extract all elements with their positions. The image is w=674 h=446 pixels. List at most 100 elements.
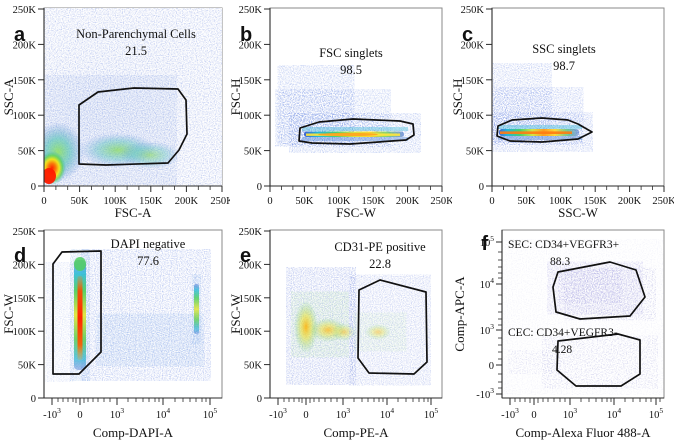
x-minor-ticks-b xyxy=(281,186,431,190)
gate-polygon-cec-f xyxy=(556,333,641,387)
y-minor-ticks-f xyxy=(498,251,502,389)
y-tick-label: 200K xyxy=(461,40,485,51)
x-axis-title-b: FSC-W xyxy=(336,205,376,220)
y-tick-labels-b: 250K 200K 150K 100K 50K 0 xyxy=(239,5,263,193)
gate-polygon-a xyxy=(78,87,188,166)
y-tick-label: 50K xyxy=(244,147,263,158)
y-tick-label: 200K xyxy=(239,40,263,51)
x-minor-ticks-d xyxy=(57,398,207,403)
y-tick-label: 250K xyxy=(239,227,263,238)
x-tick-label: 0 xyxy=(267,196,272,207)
x-tick-labels-c: 0 50K 100K 150K 200K 250K xyxy=(489,196,674,207)
y-ticks-b xyxy=(264,8,270,187)
scatter-data-f xyxy=(510,252,660,384)
x-tick-label: -103 xyxy=(269,406,287,421)
x-tick-label: -103 xyxy=(43,406,61,421)
panel-c: 250K 200K 150K 100K 50K 0 SSC-H xyxy=(450,0,674,220)
y-tick-label: 104 xyxy=(480,276,495,291)
gate-label-c: SSC singlets xyxy=(532,42,596,56)
x-tick-labels-b: 0 50K 100K 150K 200K 250K xyxy=(267,196,452,207)
y-tick-labels-f: 105 104 103 0 -103 xyxy=(476,234,494,401)
x-ticks-e xyxy=(277,398,432,405)
x-tick-label: 0 xyxy=(531,410,536,421)
y-tick-label: 0 xyxy=(257,182,262,193)
gate-label-cec-f: CEC: CD34+VEGFR3- xyxy=(508,327,618,339)
x-tick-label: 104 xyxy=(607,406,622,421)
y-tick-label: 103 xyxy=(480,322,495,337)
y-tick-labels-c: 250K 200K 150K 100K 50K 0 xyxy=(461,5,485,193)
y-tick-label: 0 xyxy=(489,361,494,372)
y-tick-label: 250K xyxy=(239,5,263,16)
x-ticks-c xyxy=(491,186,665,192)
gate-polygon-c xyxy=(496,117,593,143)
y-tick-label: 150K xyxy=(239,76,263,87)
y-ticks-c xyxy=(486,8,492,187)
gate-percent-c: 98.7 xyxy=(553,59,575,73)
panel-f: 105 104 103 0 -103 Comp-APC-A xyxy=(450,222,674,446)
x-tick-labels-d: -103 0 103 104 105 xyxy=(43,406,217,421)
gate-label-d: DAPI negative xyxy=(111,237,186,251)
x-minor-ticks-c xyxy=(503,186,653,190)
gate-percent-b: 98.5 xyxy=(340,63,362,77)
x-tick-label: 50K xyxy=(517,196,536,207)
gate-percent-d: 77.6 xyxy=(137,254,159,268)
y-tick-labels-d: 250K 200K 150K 100K 50K 0 xyxy=(13,227,37,405)
panel-letter-c: c xyxy=(462,24,473,46)
x-tick-label: 0 xyxy=(303,410,308,421)
y-tick-label: 50K xyxy=(244,361,263,372)
y-tick-label: 0 xyxy=(31,182,36,193)
x-tick-label: 0 xyxy=(489,196,494,207)
scatter-data-e xyxy=(292,277,424,376)
y-tick-label: 100K xyxy=(13,327,37,338)
y-axis-title-d: FSC-W xyxy=(1,293,16,333)
y-ticks-d xyxy=(38,230,44,399)
x-ticks-b xyxy=(269,186,443,192)
y-axis-title-b: FSC-H xyxy=(228,79,243,116)
gate-label-b: FSC singlets xyxy=(319,46,383,60)
y-tick-label: 0 xyxy=(257,394,262,405)
gate-polygon-b xyxy=(298,118,415,145)
x-tick-label: 50K xyxy=(71,196,90,207)
y-tick-label: -103 xyxy=(476,386,494,401)
x-tick-label: 103 xyxy=(336,406,351,421)
y-tick-label: 150K xyxy=(239,294,263,305)
gate-percent-a: 21.5 xyxy=(125,44,147,58)
scatter-data-d xyxy=(48,257,200,372)
x-tick-label: 200K xyxy=(396,196,420,207)
gate-polygon-sec-f xyxy=(552,261,646,320)
y-axis-title-c: SSC-H xyxy=(450,79,465,116)
x-tick-label: 250K xyxy=(652,196,674,207)
gate-label-e: CD31-PE positive xyxy=(334,240,426,254)
x-tick-labels-a: 0 50K 100K 150K 200K 250K xyxy=(41,196,230,207)
y-tick-label: 100K xyxy=(461,111,485,122)
gate-percent-e: 22.8 xyxy=(369,257,391,271)
y-tick-label: 150K xyxy=(461,76,485,87)
x-tick-label: 103 xyxy=(563,406,578,421)
x-tick-label: 200K xyxy=(618,196,642,207)
y-tick-label: 100K xyxy=(239,111,263,122)
y-tick-label: 200K xyxy=(13,40,37,51)
y-tick-label: 100K xyxy=(239,327,263,338)
x-tick-labels-f: -103 0 103 104 105 xyxy=(501,406,663,421)
x-axis-title-a: FSC-A xyxy=(115,205,152,220)
x-tick-label: 0 xyxy=(77,410,82,421)
y-tick-label: 50K xyxy=(18,147,37,158)
x-minor-ticks-f xyxy=(514,398,661,403)
y-axis-title-a: SSC-A xyxy=(1,78,16,115)
x-minor-ticks-a xyxy=(55,186,211,190)
x-axis-title-e: Comp-PE-A xyxy=(324,425,390,440)
x-tick-label: 150K xyxy=(139,196,163,207)
y-tick-label: 150K xyxy=(13,294,37,305)
panel-letter-a: a xyxy=(14,24,26,46)
x-tick-label: 150K xyxy=(362,196,386,207)
x-ticks-f xyxy=(509,398,657,405)
scatter-data-b xyxy=(284,83,410,144)
panel-letter-f: f xyxy=(481,233,488,255)
y-tick-label: 0 xyxy=(31,394,36,405)
y-axis-title-f: Comp-APC-A xyxy=(452,276,467,352)
y-ticks-f xyxy=(496,241,502,395)
x-tick-label: 103 xyxy=(110,406,125,421)
panel-b: 250K 200K 150K 100K 50K 0 FSC-H xyxy=(228,0,452,220)
x-tick-label: 100K xyxy=(549,196,573,207)
gate-label-sec-f: SEC: CD34+VEGFR3+ xyxy=(508,239,619,251)
